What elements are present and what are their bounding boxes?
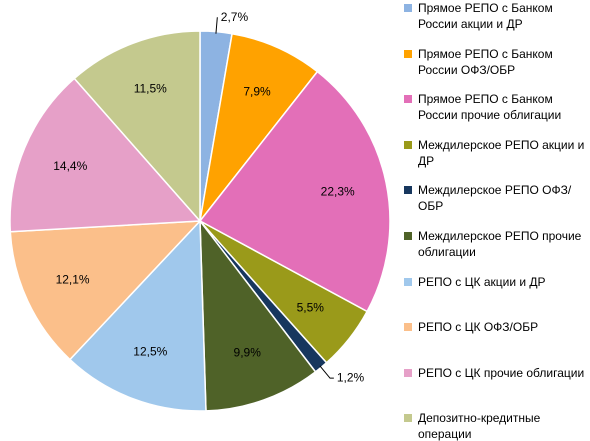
legend-label: РЕПО с ЦК акции и ДР	[418, 274, 546, 289]
legend-label: Депозитно-кредитные операции	[418, 411, 541, 441]
data-label: 5,5%	[297, 300, 325, 314]
legend-item: Прямое РЕПО с Банком России прочие облиг…	[402, 91, 588, 123]
leader-line	[215, 17, 218, 34]
legend-item: РЕПО с ЦК акции и ДР	[402, 274, 588, 290]
legend-swatch	[404, 232, 412, 240]
legend-swatch	[404, 368, 412, 377]
slice	[73, 30, 201, 223]
slice	[68, 219, 207, 412]
legend-swatch	[404, 186, 412, 195]
data-label: 12,1%	[56, 273, 90, 287]
legend-swatch	[404, 49, 412, 58]
legend-item: Междилерское РЕПО ОФЗ/ОБР	[402, 182, 588, 214]
legend-item: Прямое РЕПО с Банком России ОФЗ/ОБР	[402, 46, 588, 78]
legend-label: Междилерское РЕПО ОФЗ/ОБР	[418, 183, 572, 214]
legend-swatch	[404, 4, 412, 12]
data-label: 11,5%	[134, 82, 167, 96]
slice	[199, 32, 319, 222]
slice	[9, 220, 202, 361]
data-label: 12,5%	[133, 345, 167, 359]
legend-swatch	[404, 323, 412, 332]
data-label: 9,9%	[234, 346, 262, 360]
data-label: 22,3%	[321, 185, 355, 199]
legend-swatch	[404, 414, 412, 423]
legend-label: Междилерское РЕПО прочие облигации	[418, 229, 582, 259]
leader-line	[319, 365, 334, 379]
slice	[199, 218, 317, 412]
legend-label: Прямое РЕПО с Банком России прочие облиг…	[418, 92, 562, 123]
legend-item: Прямое РЕПО с Банком России акции и ДР	[402, 0, 588, 32]
data-label: 14,4%	[53, 159, 87, 173]
legend-item: Междилерское РЕПО акции и ДР	[402, 137, 588, 169]
legend-label: РЕПО с ЦК прочие облигации	[418, 365, 585, 380]
legend-item: РЕПО с ЦК прочие облигации	[402, 365, 588, 381]
pie: 2,7% 7,9% 22,3% 5,5% 1,2% 9,9% 12,5% 12,1% 14,4%…	[9, 10, 391, 412]
legend-item: Депозитно-кредитные операции	[402, 410, 588, 441]
slice	[198, 70, 391, 313]
data-label: 1,2%	[337, 370, 365, 384]
legend-swatch	[404, 95, 412, 104]
slice	[9, 77, 202, 233]
legend-item: Междилерское РЕПО прочие облигации	[402, 228, 588, 260]
legend-label: РЕПО с ЦК ОФЗ/ОБР	[418, 320, 539, 335]
legend-label: Прямое РЕПО с Банком России ОФЗ/ОБР	[418, 46, 553, 77]
legend-label: Междилерское РЕПО акции и ДР	[418, 137, 585, 168]
data-label: 2,7%	[221, 10, 249, 24]
legend-item: РЕПО с ЦК ОФЗ/ОБР	[402, 319, 588, 335]
legend-swatch	[404, 277, 412, 286]
legend-label: Прямое РЕПО с Банком России акции и ДР	[418, 1, 553, 31]
legend-swatch	[404, 140, 412, 149]
data-label: 7,9%	[243, 85, 271, 99]
